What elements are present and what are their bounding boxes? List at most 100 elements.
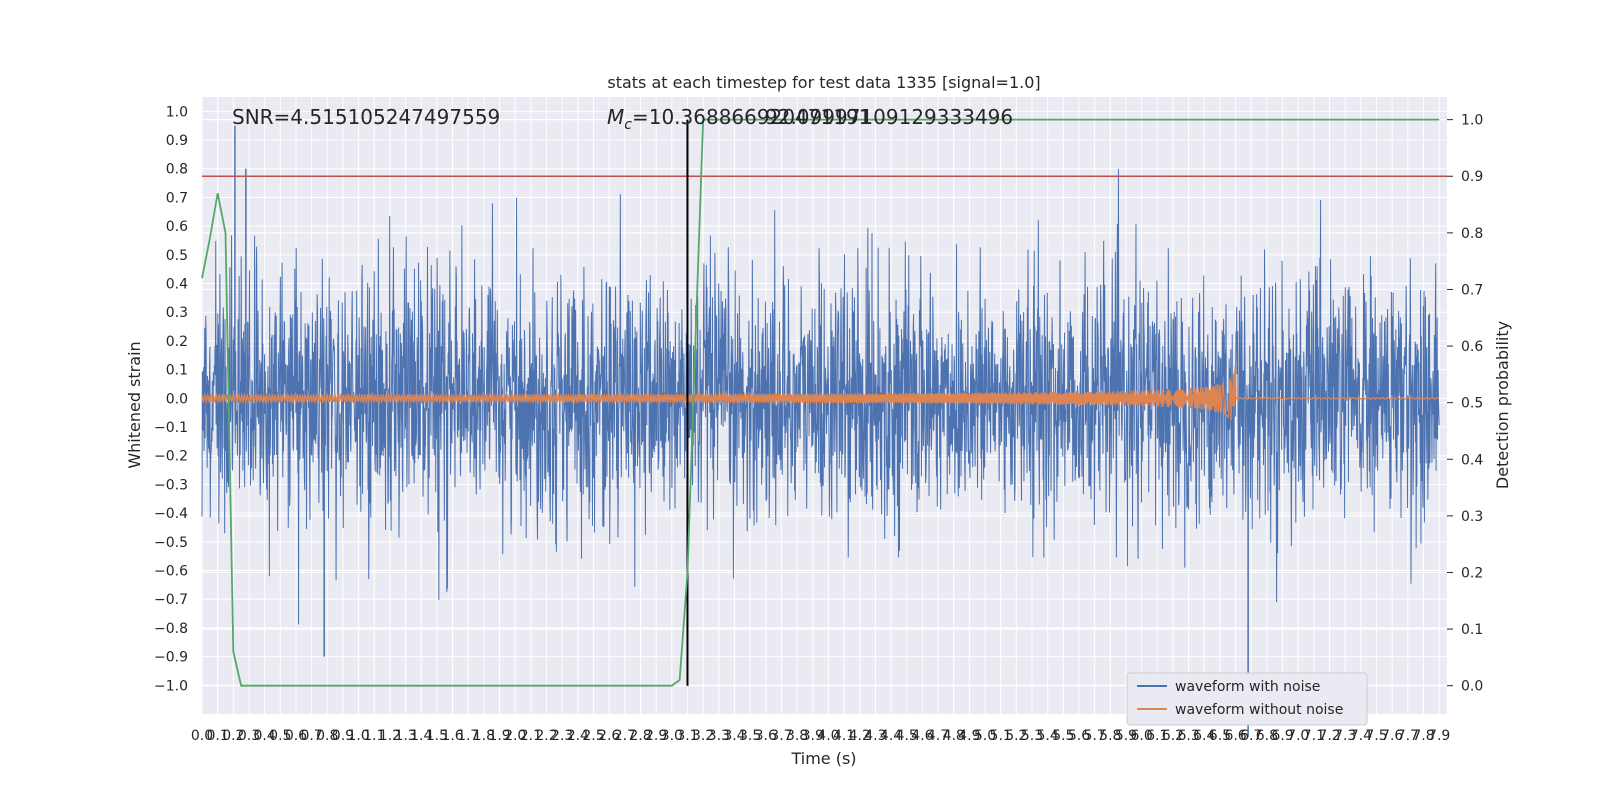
x-tick-label: 7.9 — [1428, 728, 1450, 744]
y-tick-label: 0.1 — [166, 363, 188, 379]
x-tick-label: 4.7 — [927, 728, 949, 744]
y-tick-label: 0.2 — [166, 334, 188, 350]
x-tick-label: 1.0 — [347, 728, 369, 744]
y-right-tick-label: 0.6 — [1461, 339, 1483, 355]
x-tick-label: 5.5 — [1052, 728, 1074, 744]
x-tick-label: 2.7 — [614, 728, 636, 744]
x-tick-label: 5.1 — [990, 728, 1012, 744]
y-tick-label: 0.6 — [166, 219, 188, 235]
y-right-tick-label: 0.8 — [1461, 226, 1483, 242]
x-tick-label: 4.0 — [817, 728, 839, 744]
x-tick-label: 4.6 — [911, 728, 933, 744]
x-tick-label: 2.5 — [582, 728, 604, 744]
x-tick-label: 5.4 — [1037, 728, 1059, 744]
x-tick-label: 5.8 — [1099, 728, 1121, 744]
y-tick-label: 0.9 — [166, 133, 188, 149]
x-tick-label: 4.5 — [896, 728, 918, 744]
x-tick-label: 7.4 — [1350, 728, 1372, 744]
y-right-tick-label: 1.0 — [1461, 113, 1483, 129]
y-axis-label: Whitened strain — [125, 341, 144, 468]
x-tick-label: 3.8 — [786, 728, 808, 744]
x-tick-label: 0.6 — [285, 728, 307, 744]
x-tick-label: 4.4 — [880, 728, 902, 744]
x-tick-label: 5.9 — [1115, 728, 1137, 744]
x-tick-label: 6.8 — [1256, 728, 1278, 744]
y-right-tick-label: 0.2 — [1461, 565, 1483, 581]
x-tick-label: 6.4 — [1193, 728, 1215, 744]
y-tick-label: 1.0 — [166, 104, 188, 120]
x-tick-label: 3.4 — [723, 728, 745, 744]
legend-label-clean: waveform without noise — [1175, 702, 1343, 718]
y-tick-label: −0.7 — [154, 592, 188, 608]
x-tick-label: 0.5 — [269, 728, 291, 744]
x-tick-label: 3.6 — [755, 728, 777, 744]
x-tick-label: 5.7 — [1084, 728, 1106, 744]
x-tick-label: 2.9 — [645, 728, 667, 744]
detection-probability-line — [201, 118, 1440, 687]
y-right-tick-label: 0.9 — [1461, 169, 1483, 185]
x-tick-label: 3.3 — [708, 728, 730, 744]
x-tick-label: 2.3 — [551, 728, 573, 744]
chirp-mass-symbol: M — [607, 105, 624, 129]
x-tick-label: 1.7 — [457, 728, 479, 744]
x-axis-label: Time (s) — [790, 749, 856, 768]
x-tick-label: 0.7 — [300, 728, 322, 744]
x-tick-label: 7.7 — [1397, 728, 1419, 744]
x-tick-label: 3.1 — [676, 728, 698, 744]
y-tick-label: 0.5 — [166, 248, 188, 264]
x-tick-label: 4.2 — [849, 728, 871, 744]
y-right-tick-label: 0.0 — [1461, 679, 1483, 695]
x-tick-label: 6.1 — [1146, 728, 1168, 744]
x-tick-label: 3.0 — [661, 728, 683, 744]
y-tick-label: −1.0 — [154, 678, 188, 694]
x-tick-label: 6.9 — [1271, 728, 1293, 744]
x-tick-label: 6.3 — [1177, 728, 1199, 744]
x-tick-label: 2.1 — [520, 728, 542, 744]
x-tick-label: 5.6 — [1068, 728, 1090, 744]
legend: waveform with noise waveform without noi… — [1126, 672, 1368, 726]
y-tick-label: 0.0 — [166, 391, 188, 407]
x-tick-label: 0.1 — [207, 728, 229, 744]
y-tick-label: −0.8 — [154, 621, 188, 637]
x-tick-label: 7.8 — [1412, 728, 1434, 744]
y-tick-label: −0.2 — [154, 449, 188, 465]
y-tick-label: −0.1 — [154, 420, 188, 436]
y-right-tick-label: 0.5 — [1461, 396, 1483, 412]
y-tick-label: −0.4 — [154, 506, 188, 522]
y-tick-label: −0.5 — [154, 535, 188, 551]
x-tick-label: 4.8 — [943, 728, 965, 744]
x-tick-label: 7.1 — [1303, 728, 1325, 744]
x-tick-label: 3.7 — [770, 728, 792, 744]
x-tick-label: 7.2 — [1318, 728, 1340, 744]
y-right-tick-label: 0.7 — [1461, 282, 1483, 298]
clean-waveform-line — [201, 366, 1440, 421]
x-tick-label: 6.6 — [1224, 728, 1246, 744]
y-tick-label: 0.4 — [166, 277, 188, 293]
x-tick-label: 0.3 — [238, 728, 260, 744]
x-tick-label: 1.4 — [410, 728, 432, 744]
y-right-tick-label: 0.4 — [1461, 452, 1483, 468]
chirp-mass-value: =10.368866920471191 — [632, 105, 871, 129]
x-tick-label: 1.5 — [426, 728, 448, 744]
x-tick-label: 5.0 — [974, 728, 996, 744]
x-tick-label: 2.8 — [629, 728, 651, 744]
x-tick-label: 1.1 — [363, 728, 385, 744]
x-tick-label: 7.5 — [1365, 728, 1387, 744]
legend-box — [1126, 672, 1368, 726]
x-tick-label: 0.2 — [222, 728, 244, 744]
chirp-mass-subscript: c — [624, 117, 632, 133]
x-tick-label: 6.5 — [1209, 728, 1231, 744]
y-tick-label: −0.3 — [154, 477, 188, 493]
x-tick-label: 5.3 — [1021, 728, 1043, 744]
x-tick-label: 2.2 — [535, 728, 557, 744]
x-tick-label: 0.4 — [254, 728, 276, 744]
x-tick-label: 4.3 — [864, 728, 886, 744]
snr-annotation: SNR=4.515105247497559 — [232, 105, 500, 129]
x-tick-label: 2.4 — [567, 728, 589, 744]
x-tick-label: 1.8 — [473, 728, 495, 744]
x-tick-label: 6.2 — [1162, 728, 1184, 744]
chart-title: stats at each timestep for test data 133… — [607, 73, 1040, 92]
y-tick-label: 0.8 — [166, 162, 188, 178]
y-tick-label: 0.3 — [166, 305, 188, 321]
